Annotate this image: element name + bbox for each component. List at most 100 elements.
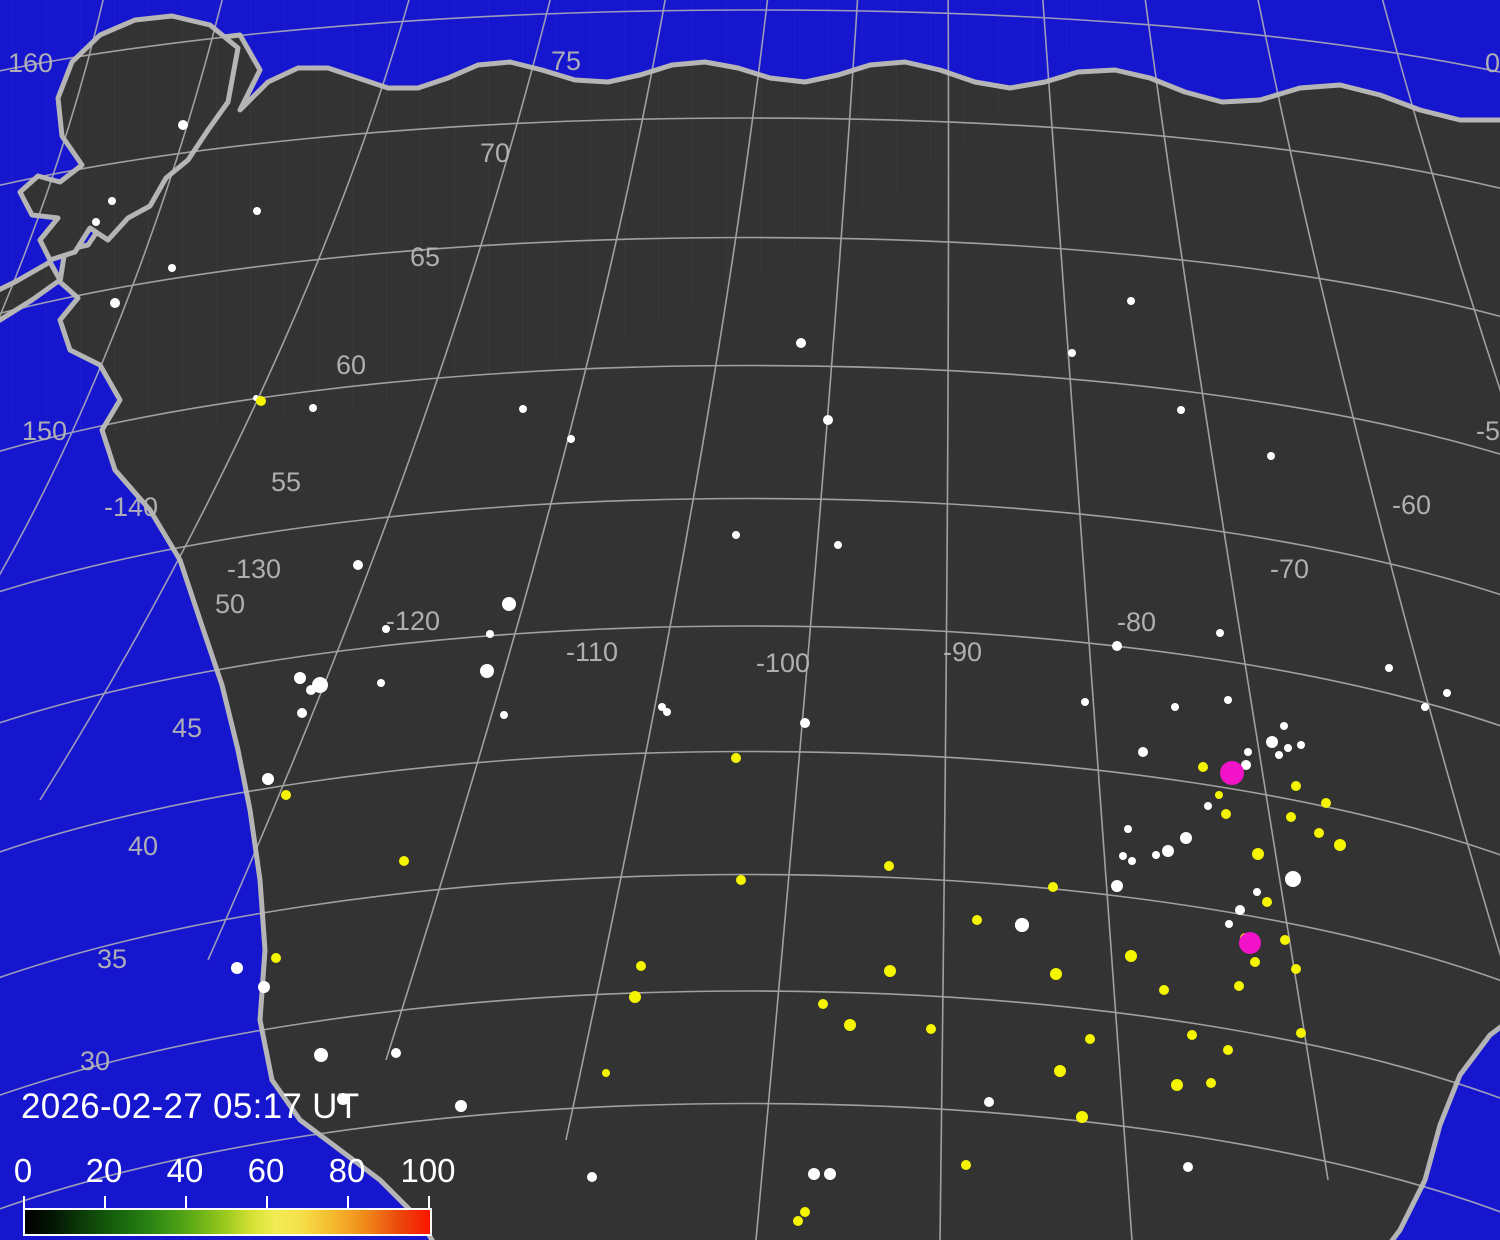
station-dot-white: [1266, 736, 1278, 748]
station-dot-white: [294, 672, 306, 684]
station-dot-white: [297, 708, 307, 718]
station-dot-white: [823, 415, 833, 425]
station-dot-white: [480, 664, 494, 678]
station-dot-yellow: [1221, 809, 1231, 819]
station-dot-white: [1275, 751, 1283, 759]
station-dot-yellow: [629, 991, 641, 1003]
station-dot-white: [1015, 918, 1029, 932]
station-dot-white: [1385, 664, 1393, 672]
station-dot-yellow: [1334, 839, 1346, 851]
station-dot-white: [1443, 689, 1451, 697]
station-dot-white: [1225, 920, 1233, 928]
station-dot-yellow: [1050, 968, 1062, 980]
station-dot-white: [110, 298, 120, 308]
station-dot-yellow: [1280, 935, 1290, 945]
station-dot-yellow: [844, 1019, 856, 1031]
station-dot-yellow: [399, 856, 409, 866]
station-dot-white: [1127, 297, 1135, 305]
station-dot-yellow: [1125, 950, 1137, 962]
station-dot-white: [500, 711, 508, 719]
station-dot-white: [312, 677, 328, 693]
station-dot-white: [1244, 748, 1252, 756]
station-dot-white: [824, 1168, 836, 1180]
station-dot-magenta: [1220, 761, 1244, 785]
station-dot-white: [108, 197, 116, 205]
station-dot-white: [1177, 406, 1185, 414]
colorbar-gradient-bar: [23, 1208, 432, 1236]
station-dot-white: [567, 435, 575, 443]
station-dot-yellow: [961, 1160, 971, 1170]
colorbar-tick: [104, 1196, 106, 1210]
station-dot-yellow: [1187, 1030, 1197, 1040]
colorbar-tick-label: 40: [166, 1152, 204, 1189]
station-dot-white: [231, 962, 243, 974]
station-dot-yellow: [1159, 985, 1169, 995]
station-dot-yellow: [1286, 812, 1296, 822]
colorbar-tick: [23, 1196, 25, 1210]
station-dot-white: [1111, 880, 1123, 892]
station-dot-yellow: [1076, 1111, 1088, 1123]
station-dot-white: [314, 1048, 328, 1062]
colorbar-tick-label: 20: [85, 1152, 123, 1189]
station-dot-white: [382, 625, 390, 633]
station-dot-white: [1152, 851, 1160, 859]
station-dot-white: [306, 685, 316, 695]
station-dot-yellow: [256, 396, 266, 406]
colorbar-tick-label: 60: [247, 1152, 285, 1189]
station-dot-yellow: [884, 861, 894, 871]
station-dot-yellow: [800, 1207, 810, 1217]
station-dot-white: [309, 404, 317, 412]
station-dot-white: [1128, 857, 1136, 865]
station-dot-white: [377, 679, 385, 687]
station-dot-white: [1068, 349, 1076, 357]
colorbar-tick: [347, 1196, 349, 1210]
station-dot-magenta: [1239, 932, 1261, 954]
station-dot-yellow: [1252, 848, 1264, 860]
station-dot-white: [1285, 871, 1301, 887]
station-dot-white: [168, 264, 176, 272]
station-dot-yellow: [1215, 791, 1223, 799]
station-dot-white: [732, 531, 740, 539]
station-dot-white: [808, 1168, 820, 1180]
station-dot-yellow: [1054, 1065, 1066, 1077]
station-dot-white: [1081, 698, 1089, 706]
colorbar-tick-label: 0: [13, 1152, 33, 1189]
station-dot-yellow: [1048, 882, 1058, 892]
station-dot-white: [800, 718, 810, 728]
station-dot-yellow: [1234, 981, 1244, 991]
station-dot-yellow: [884, 965, 896, 977]
station-dot-white: [1183, 1162, 1193, 1172]
station-dot-yellow: [736, 875, 746, 885]
colorbar-tick: [266, 1196, 268, 1210]
station-dot-white: [663, 708, 671, 716]
station-dot-white: [178, 120, 188, 130]
colorbar-tick-label: 100: [400, 1152, 456, 1189]
station-dot-white: [1216, 629, 1224, 637]
colorbar: 0 20 40 60 80 100: [0, 1150, 470, 1240]
station-dot-white: [391, 1048, 401, 1058]
station-dot-white: [1171, 703, 1179, 711]
station-dot-white: [1119, 852, 1127, 860]
station-dot-yellow: [1321, 798, 1331, 808]
station-dot-white: [1138, 747, 1148, 757]
station-dot-white: [1162, 845, 1174, 857]
station-dot-yellow: [818, 999, 828, 1009]
station-dot-yellow: [602, 1069, 610, 1077]
timestamp-label: 2026-02-27 05:17 UT: [21, 1087, 360, 1126]
station-dot-white: [1284, 744, 1292, 752]
station-dot-white: [1421, 703, 1429, 711]
station-dot-white: [253, 207, 261, 215]
station-dot-white: [984, 1097, 994, 1107]
station-dot-white: [834, 541, 842, 549]
station-dot-white: [1267, 452, 1275, 460]
station-dot-yellow: [1296, 1028, 1306, 1038]
station-dot-yellow: [793, 1216, 803, 1226]
station-dot-white: [1297, 741, 1305, 749]
station-dot-yellow: [972, 915, 982, 925]
station-dot-yellow: [1085, 1034, 1095, 1044]
station-dot-yellow: [926, 1024, 936, 1034]
station-dot-yellow: [1198, 762, 1208, 772]
station-dot-yellow: [636, 961, 646, 971]
